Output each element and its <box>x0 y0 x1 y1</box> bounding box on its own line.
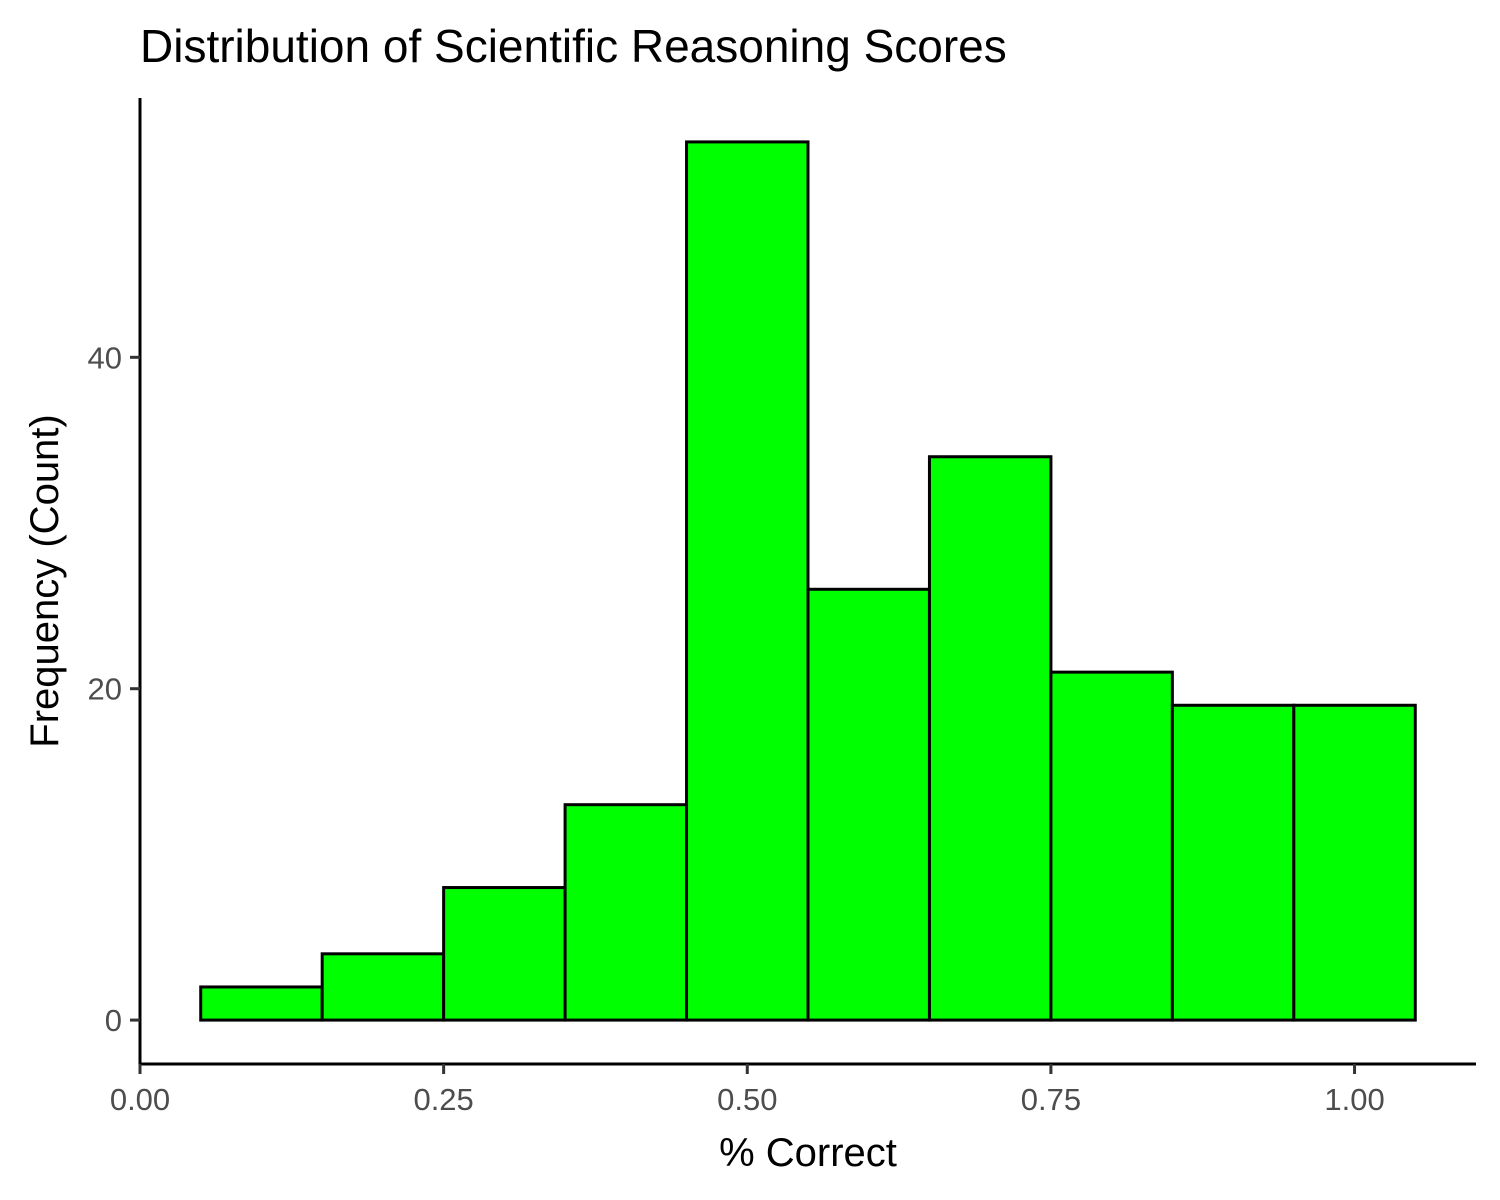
x-ticks-group: 0.00 0.25 0.50 0.75 1.00 <box>110 1064 1385 1117</box>
y-tick-label: 40 <box>88 340 122 375</box>
x-tick-label: 0.25 <box>413 1082 473 1117</box>
x-axis-title: % Correct <box>719 1131 897 1175</box>
bars-group <box>199 140 1417 1022</box>
histogram-bar-9 <box>1170 703 1296 1022</box>
y-ticks-group: 0 20 40 <box>88 340 140 1038</box>
chart-title: Distribution of Scientific Reasoning Sco… <box>140 20 1007 72</box>
histogram-bar-3 <box>442 886 567 1022</box>
histogram-bar-4 <box>563 803 689 1022</box>
histogram-bar-10 <box>1292 703 1417 1022</box>
y-tick-label: 0 <box>105 1003 122 1038</box>
x-tick-label: 1.00 <box>1324 1082 1384 1117</box>
x-tick-label: 0.50 <box>717 1082 777 1117</box>
histogram-bar-2 <box>320 952 446 1022</box>
x-tick-label: 0.00 <box>110 1082 170 1117</box>
histogram-bar-7 <box>927 455 1053 1022</box>
histogram-bar-5 <box>685 140 810 1022</box>
y-tick-label: 20 <box>88 672 122 707</box>
y-axis-title: Frequency (Count) <box>23 414 67 747</box>
histogram-bar-1 <box>199 985 324 1022</box>
histogram-bar-8 <box>1049 670 1174 1022</box>
x-tick-label: 0.75 <box>1021 1082 1081 1117</box>
histogram-bar-6 <box>806 587 931 1022</box>
